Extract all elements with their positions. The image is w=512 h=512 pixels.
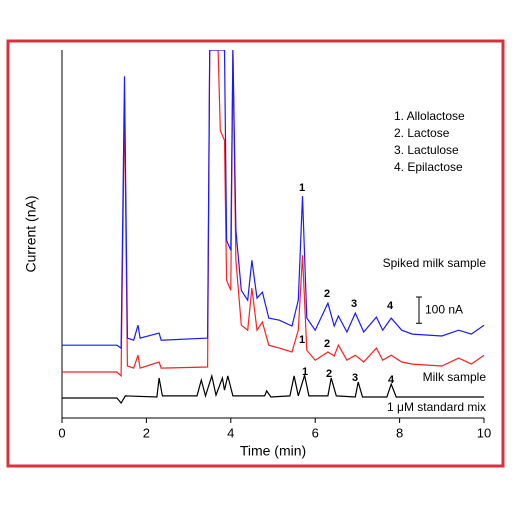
- peak-number: 4: [388, 374, 395, 386]
- x-tick-label: 6: [312, 425, 319, 440]
- legend-item: 4. Epilactose: [394, 160, 463, 174]
- peak-number: 1: [299, 334, 305, 346]
- x-axis-title: Time (min): [240, 443, 306, 459]
- x-tick-label: 0: [58, 425, 65, 440]
- trace-line: [62, 50, 485, 378]
- peak-number: 2: [326, 368, 332, 380]
- legend-item: 3. Lactulose: [394, 143, 459, 157]
- trace-label: 1 μM standard mix: [387, 400, 486, 414]
- trace-label: Spiked milk sample: [383, 256, 487, 270]
- x-tick-label: 4: [227, 425, 234, 440]
- x-tick-label: 10: [477, 425, 491, 440]
- peak-number: 1: [299, 182, 305, 194]
- trace-label: Milk sample: [423, 370, 487, 384]
- scale-bar-label: 100 nA: [425, 302, 463, 316]
- peak-number: 3: [352, 372, 358, 384]
- peak-number: 2: [324, 338, 330, 350]
- y-axis-title: Current (nA): [23, 195, 39, 272]
- frame: [6, 39, 505, 468]
- x-tick-label: 8: [396, 425, 403, 440]
- peak-number: 1: [302, 366, 308, 378]
- peak-number: 2: [324, 288, 330, 300]
- legend-item: 2. Lactose: [394, 126, 450, 140]
- trace-line: [62, 50, 485, 350]
- x-tick-label: 2: [143, 425, 150, 440]
- peak-number: 4: [387, 300, 394, 312]
- legend-item: 1. Allolactose: [394, 109, 465, 123]
- peak-number: 3: [351, 298, 357, 310]
- traces: [62, 50, 485, 405]
- trace-line: [62, 373, 484, 405]
